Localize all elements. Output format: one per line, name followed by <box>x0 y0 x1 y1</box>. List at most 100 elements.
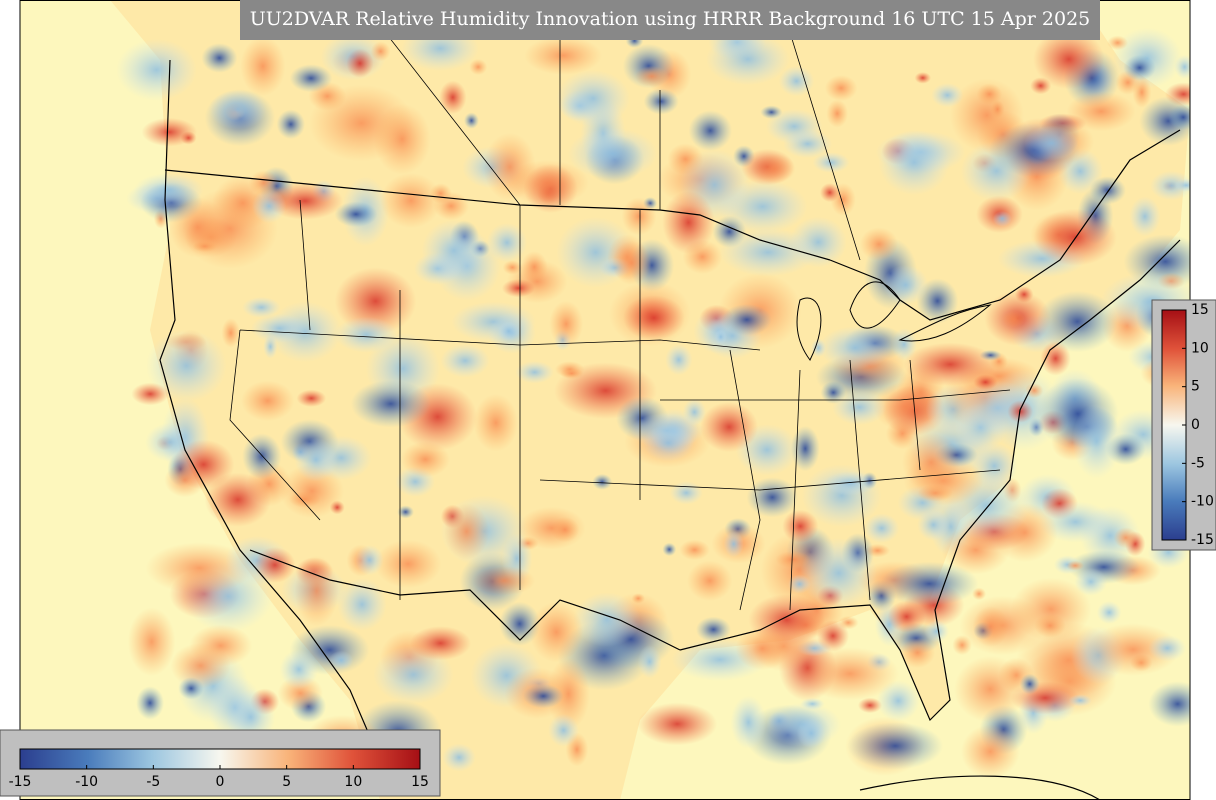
field-blob <box>1034 613 1066 638</box>
field-blob <box>1014 286 1034 303</box>
west-coast <box>159 59 381 761</box>
field-blob <box>334 201 378 228</box>
field-blob <box>824 75 858 102</box>
field-blob <box>346 48 374 78</box>
field-blob <box>790 425 820 472</box>
field-blob <box>334 316 398 353</box>
field-blob <box>1089 176 1127 205</box>
tick-label: -15 <box>1191 532 1214 548</box>
field-blob <box>637 645 662 679</box>
field-blob <box>924 620 950 643</box>
field-blob <box>370 41 391 62</box>
colorbar-ticks: -15 -10 -5 0 5 10 15 <box>9 765 429 790</box>
field-blob <box>899 637 936 669</box>
field-blob <box>1107 35 1129 51</box>
field-blob <box>515 360 554 384</box>
field-blob <box>682 398 707 426</box>
field-blob <box>136 686 165 720</box>
field-blob <box>486 222 528 263</box>
field-blob <box>1096 601 1122 624</box>
title-box <box>240 0 1100 40</box>
field-blob <box>1066 560 1085 571</box>
tick-label: 10 <box>1191 340 1209 356</box>
tick-label: 15 <box>411 774 429 790</box>
field-blob <box>873 381 939 432</box>
field-blob <box>621 197 657 236</box>
field-blob <box>548 713 579 747</box>
field-blob <box>201 43 238 73</box>
field-blob <box>687 560 733 602</box>
tick-label: 0 <box>1191 417 1200 433</box>
field-blob <box>723 530 744 558</box>
tick-label: 10 <box>344 774 362 790</box>
field-blob <box>1129 196 1161 237</box>
field-blob <box>796 717 826 749</box>
field-blob <box>328 650 354 670</box>
field-blob <box>952 635 972 656</box>
field-blob <box>169 197 227 258</box>
field-blob <box>250 313 309 344</box>
field-blob <box>823 471 878 496</box>
field-blob <box>917 509 950 541</box>
field-blob <box>549 300 584 348</box>
field-blob <box>778 65 815 97</box>
colorbar-right: 15 10 5 0 -5 -10 -15 <box>1151 299 1216 551</box>
field-blob <box>859 227 899 262</box>
field-blob <box>469 58 488 76</box>
field-blob <box>857 697 883 714</box>
field-blob <box>355 544 384 576</box>
field-blob <box>714 329 727 345</box>
field-blob <box>1030 77 1052 95</box>
field-blob <box>832 389 887 426</box>
field-blob <box>954 656 1027 723</box>
field-blob <box>497 321 520 341</box>
field-blob <box>1174 178 1190 192</box>
field-blob <box>520 251 548 283</box>
field-blob <box>409 626 472 661</box>
field-blob <box>864 513 900 543</box>
field-blob <box>973 374 998 390</box>
field-blob <box>529 601 584 663</box>
field-blob <box>631 593 646 604</box>
tick-label: -10 <box>75 774 98 790</box>
field-blob <box>294 555 339 627</box>
field-blob <box>442 743 476 772</box>
field-blob <box>735 627 790 671</box>
field-blob <box>637 702 718 746</box>
field-blob <box>133 173 204 208</box>
tick-label: 5 <box>282 774 291 790</box>
field-blob <box>374 539 442 589</box>
field-blob <box>573 592 641 647</box>
colorbar-ticks: 15 10 5 0 -5 -10 -15 <box>1182 302 1214 548</box>
field-blob <box>439 80 467 115</box>
field-blob <box>992 210 1012 227</box>
field-blob <box>901 433 961 492</box>
boundaries <box>159 0 1181 800</box>
tick-label: 0 <box>216 774 225 790</box>
tick-label: -5 <box>146 774 160 790</box>
field-blob <box>248 170 280 196</box>
field-blob <box>643 88 679 115</box>
field-blob <box>294 437 338 482</box>
field-blob <box>662 191 715 254</box>
field-blob <box>523 683 564 709</box>
field-blob <box>800 647 900 701</box>
field-blob <box>556 70 631 127</box>
field-blob <box>847 722 944 770</box>
tick-label: -15 <box>9 774 32 790</box>
field-blob <box>1113 527 1139 549</box>
north-border <box>164 169 831 261</box>
field-blob <box>1148 634 1187 662</box>
field-blob <box>483 132 537 202</box>
field-blob <box>642 424 695 462</box>
field-blob <box>172 439 235 490</box>
field-blob <box>1150 170 1190 201</box>
field-blob <box>400 441 450 478</box>
field-blob <box>721 304 772 336</box>
field-blob <box>443 503 490 560</box>
field-blob <box>752 153 796 184</box>
tick-label: -5 <box>1191 455 1205 471</box>
field-blob <box>524 36 603 75</box>
